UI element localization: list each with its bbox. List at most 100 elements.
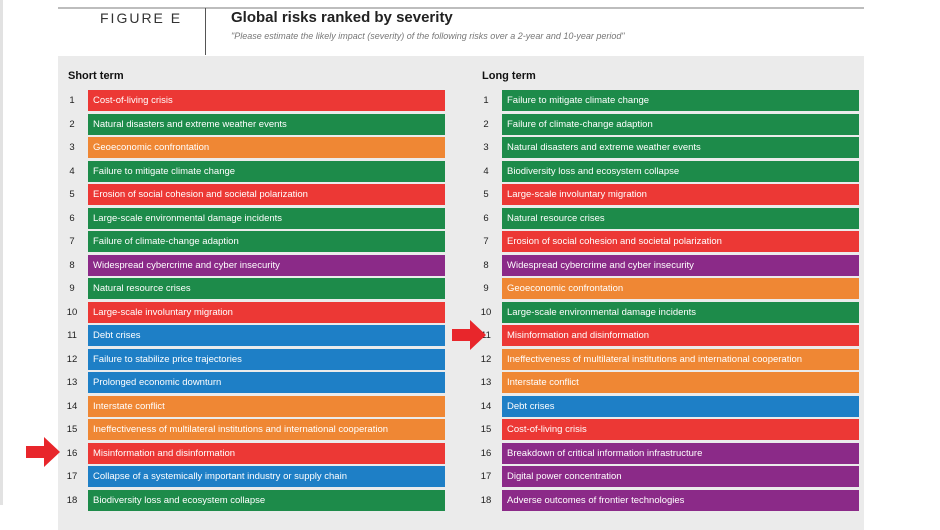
risk-label-bar: Breakdown of critical information infras… bbox=[502, 442, 859, 464]
rank-number: 13 bbox=[480, 377, 492, 388]
risk-row: 14 Debt crises bbox=[474, 395, 862, 417]
risk-row: 18 Biodiversity loss and ecosystem collap… bbox=[60, 489, 448, 511]
header-divider bbox=[205, 8, 206, 55]
risk-row: 10 Large-scale environmental damage incid… bbox=[474, 301, 862, 323]
risk-row: 1 Cost-of-living crisis bbox=[60, 90, 448, 111]
risk-row: 2 Failure of climate-change adaption bbox=[474, 113, 862, 135]
risk-label-bar: Natural disasters and extreme weather ev… bbox=[88, 113, 445, 135]
rank-number: 14 bbox=[480, 400, 492, 412]
risk-label-bar: Misinformation and disinformation bbox=[88, 442, 445, 464]
rank-number: 2 bbox=[69, 118, 75, 130]
risk-label-bar: Natural resource crises bbox=[88, 278, 445, 299]
risk-label-bar: Widespread cybercrime and cyber insecuri… bbox=[88, 254, 445, 276]
risk-row: 4 Biodiversity loss and ecosystem collaps… bbox=[474, 160, 862, 182]
risk-row: 7 Erosion of social cohesion and societal… bbox=[474, 231, 862, 252]
rank-number: 14 bbox=[66, 400, 78, 412]
figure-subtitle: "Please estimate the likely impact (seve… bbox=[231, 31, 625, 41]
rank-number: 15 bbox=[480, 424, 492, 435]
risk-label-bar: Failure of climate-change adaption bbox=[502, 113, 859, 135]
risk-label-bar: Natural resource crises bbox=[502, 207, 859, 229]
rank-number: 12 bbox=[66, 353, 78, 365]
rank-number: 3 bbox=[483, 142, 489, 153]
rank-number: 18 bbox=[66, 494, 78, 506]
risk-row: 12 Failure to stabilize price trajectorie… bbox=[60, 348, 448, 370]
rank-number: 16 bbox=[480, 447, 492, 459]
risk-row: 2 Natural disasters and extreme weather e… bbox=[60, 113, 448, 135]
risk-row: 12 Ineffectiveness of multilateral instit… bbox=[474, 348, 862, 370]
risk-label-bar: Erosion of social cohesion and societal … bbox=[88, 184, 445, 205]
risk-label-bar: Erosion of social cohesion and societal … bbox=[502, 231, 859, 252]
risk-row: 3 Geoeconomic confrontation bbox=[60, 137, 448, 158]
risk-row: 5 Erosion of social cohesion and societal… bbox=[60, 184, 448, 205]
rank-number: 13 bbox=[66, 377, 78, 388]
rank-number: 7 bbox=[483, 236, 489, 247]
risk-label-bar: Failure of climate-change adaption bbox=[88, 231, 445, 252]
rank-number: 18 bbox=[480, 494, 492, 506]
rank-number: 17 bbox=[480, 471, 492, 482]
risk-row: 18 Adverse outcomes of frontier technolog… bbox=[474, 489, 862, 511]
risk-row: 13 Interstate conflict bbox=[474, 372, 862, 393]
risk-label-bar: Interstate conflict bbox=[502, 372, 859, 393]
risk-row: 9 Geoeconomic confrontation bbox=[474, 278, 862, 299]
long-term-heading: Long term bbox=[482, 70, 536, 82]
risk-row: 3 Natural disasters and extreme weather e… bbox=[474, 137, 862, 158]
risk-label-bar: Large-scale involuntary migration bbox=[88, 301, 445, 323]
rank-number: 16 bbox=[66, 447, 78, 459]
risk-label-bar: Large-scale environmental damage inciden… bbox=[502, 301, 859, 323]
risk-label-bar: Collapse of a systemically important ind… bbox=[88, 466, 445, 487]
rank-number: 12 bbox=[480, 353, 492, 365]
rank-number: 4 bbox=[69, 165, 75, 177]
page-edge bbox=[0, 0, 3, 505]
risk-label-bar: Geoeconomic confrontation bbox=[502, 278, 859, 299]
risk-row: 16 Misinformation and disinformation bbox=[60, 442, 448, 464]
right-arrow-icon bbox=[452, 320, 486, 350]
rank-number: 8 bbox=[483, 259, 489, 271]
rank-number: 6 bbox=[69, 212, 75, 224]
rank-number: 3 bbox=[69, 142, 75, 153]
risk-label-bar: Failure to stabilize price trajectories bbox=[88, 348, 445, 370]
rank-number: 5 bbox=[483, 189, 489, 200]
risk-row: 11 Debt crises bbox=[60, 325, 448, 346]
rank-number: 9 bbox=[483, 283, 489, 294]
risk-label-bar: Prolonged economic downturn bbox=[88, 372, 445, 393]
risk-label-bar: Failure to mitigate climate change bbox=[502, 90, 859, 111]
risk-row: 7 Failure of climate-change adaption bbox=[60, 231, 448, 252]
risk-label-bar: Natural disasters and extreme weather ev… bbox=[502, 137, 859, 158]
risk-label-bar: Misinformation and disinformation bbox=[502, 325, 859, 346]
rank-number: 10 bbox=[480, 306, 492, 318]
risk-label-bar: Debt crises bbox=[502, 395, 859, 417]
risk-row: 9 Natural resource crises bbox=[60, 278, 448, 299]
header-rule bbox=[58, 7, 864, 9]
risk-row: 15 Cost-of-living crisis bbox=[474, 419, 862, 440]
risk-row: 6 Large-scale environmental damage incide… bbox=[60, 207, 448, 229]
risk-label-bar: Cost-of-living crisis bbox=[88, 90, 445, 111]
rank-number: 7 bbox=[69, 236, 75, 247]
risk-label-bar: Large-scale environmental damage inciden… bbox=[88, 207, 445, 229]
rank-number: 11 bbox=[481, 330, 491, 341]
risk-label-bar: Cost-of-living crisis bbox=[502, 419, 859, 440]
risk-row: 11 Misinformation and disinformation bbox=[474, 325, 862, 346]
risk-row: 15 Ineffectiveness of multilateral instit… bbox=[60, 419, 448, 440]
risk-label-bar: Digital power concentration bbox=[502, 466, 859, 487]
rank-number: 1 bbox=[69, 95, 75, 106]
risk-row: 1 Failure to mitigate climate change bbox=[474, 90, 862, 111]
risk-label-bar: Biodiversity loss and ecosystem collapse bbox=[88, 489, 445, 511]
risk-label-bar: Failure to mitigate climate change bbox=[88, 160, 445, 182]
right-arrow-icon bbox=[26, 437, 60, 467]
risk-label-bar: Ineffectiveness of multilateral institut… bbox=[502, 348, 859, 370]
risk-label-bar: Adverse outcomes of frontier technologie… bbox=[502, 489, 859, 511]
rank-number: 17 bbox=[66, 471, 78, 482]
risk-row: 6 Natural resource crises bbox=[474, 207, 862, 229]
risk-row: 17 Collapse of a systemically important i… bbox=[60, 466, 448, 487]
risk-label-bar: Debt crises bbox=[88, 325, 445, 346]
risk-row: 14 Interstate conflict bbox=[60, 395, 448, 417]
risk-label-bar: Biodiversity loss and ecosystem collapse bbox=[502, 160, 859, 182]
figure-title: Global risks ranked by severity bbox=[231, 9, 453, 26]
rank-number: 2 bbox=[483, 118, 489, 130]
rank-number: 1 bbox=[483, 95, 489, 106]
rank-number: 8 bbox=[69, 259, 75, 271]
risk-label-bar: Geoeconomic confrontation bbox=[88, 137, 445, 158]
rank-number: 10 bbox=[66, 306, 78, 318]
short-term-heading: Short term bbox=[68, 70, 124, 82]
rank-number: 11 bbox=[67, 330, 77, 341]
